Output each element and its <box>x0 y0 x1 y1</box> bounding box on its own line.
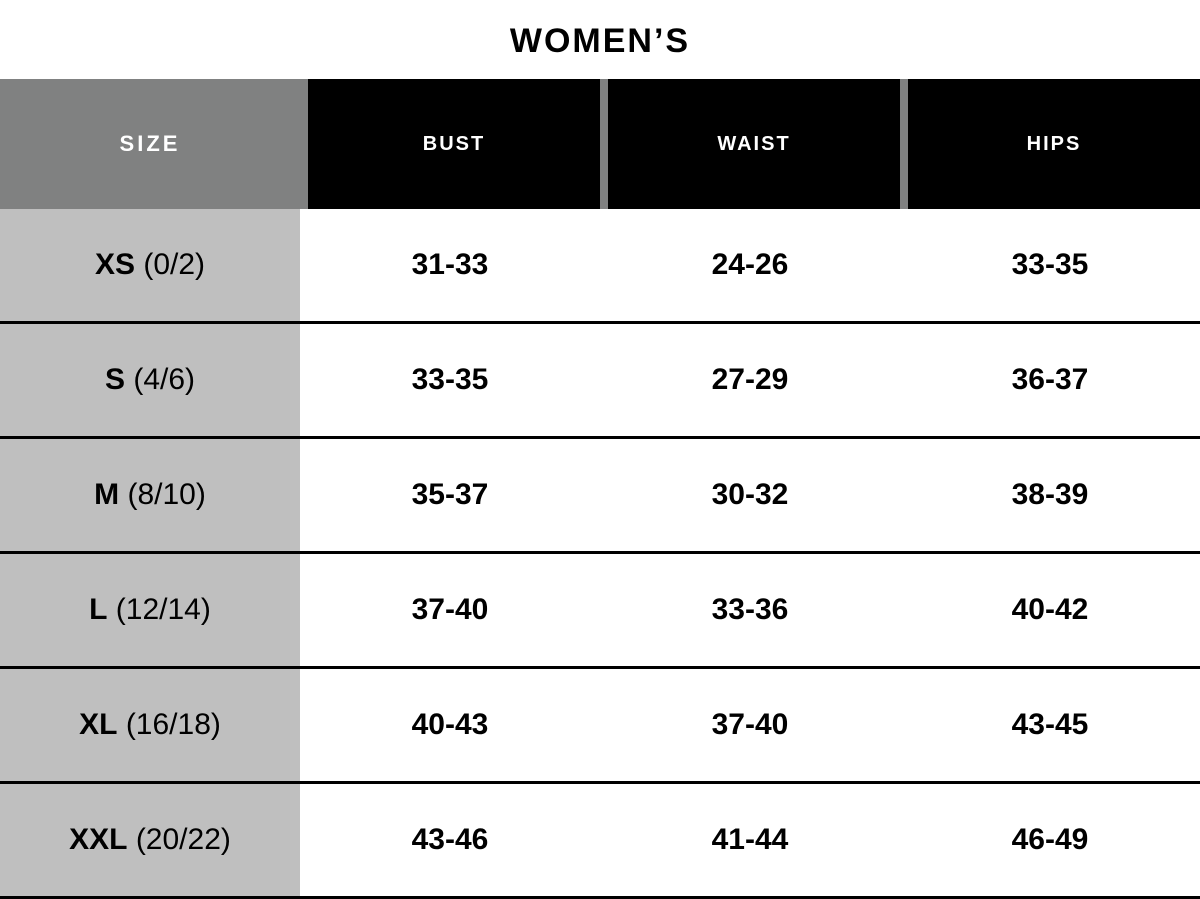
table-row: L (12/14) 37-40 33-36 40-42 <box>0 554 1200 669</box>
size-table: SIZE BUST WAIST HIPS XS (0/2) 31-33 24-2… <box>0 79 1200 899</box>
hips-cell: 36-37 <box>900 324 1200 439</box>
size-num: (4/6) <box>133 363 195 396</box>
chart-title: WOMEN’S <box>0 0 1200 79</box>
table-row: S (4/6) 33-35 27-29 36-37 <box>0 324 1200 439</box>
size-code: XL <box>79 708 117 741</box>
waist-cell: 41-44 <box>600 784 900 899</box>
size-code: S <box>105 363 125 396</box>
hips-cell: 40-42 <box>900 554 1200 669</box>
size-code: XS <box>95 248 135 281</box>
table-row: XS (0/2) 31-33 24-26 33-35 <box>0 209 1200 324</box>
hips-cell: 38-39 <box>900 439 1200 554</box>
waist-cell: 33-36 <box>600 554 900 669</box>
size-cell: S (4/6) <box>0 324 300 439</box>
col-header-size: SIZE <box>0 79 300 209</box>
size-num: (20/22) <box>136 823 231 856</box>
size-code: M <box>94 478 119 511</box>
size-num: (0/2) <box>143 248 205 281</box>
table-row: XL (16/18) 40-43 37-40 43-45 <box>0 669 1200 784</box>
waist-cell: 24-26 <box>600 209 900 324</box>
hips-cell: 43-45 <box>900 669 1200 784</box>
size-chart: WOMEN’S SIZE BUST WAIST HIPS XS (0/2) 31… <box>0 0 1200 868</box>
size-cell: M (8/10) <box>0 439 300 554</box>
size-num: (8/10) <box>127 478 205 511</box>
size-num: (16/18) <box>126 708 221 741</box>
bust-cell: 43-46 <box>300 784 600 899</box>
size-num: (12/14) <box>116 593 211 626</box>
bust-cell: 37-40 <box>300 554 600 669</box>
hips-cell: 33-35 <box>900 209 1200 324</box>
col-header-bust: BUST <box>300 79 600 209</box>
table-row: M (8/10) 35-37 30-32 38-39 <box>0 439 1200 554</box>
col-header-waist: WAIST <box>600 79 900 209</box>
size-cell: XXL (20/22) <box>0 784 300 899</box>
table-row: XXL (20/22) 43-46 41-44 46-49 <box>0 784 1200 899</box>
waist-cell: 27-29 <box>600 324 900 439</box>
size-code: XXL <box>69 823 127 856</box>
table-header-row: SIZE BUST WAIST HIPS <box>0 79 1200 209</box>
hips-cell: 46-49 <box>900 784 1200 899</box>
bust-cell: 33-35 <box>300 324 600 439</box>
bust-cell: 35-37 <box>300 439 600 554</box>
table-body: XS (0/2) 31-33 24-26 33-35 S (4/6) 33-35… <box>0 209 1200 899</box>
size-cell: XL (16/18) <box>0 669 300 784</box>
waist-cell: 37-40 <box>600 669 900 784</box>
bust-cell: 31-33 <box>300 209 600 324</box>
waist-cell: 30-32 <box>600 439 900 554</box>
size-code: L <box>89 593 107 626</box>
size-cell: L (12/14) <box>0 554 300 669</box>
bust-cell: 40-43 <box>300 669 600 784</box>
col-header-hips: HIPS <box>900 79 1200 209</box>
size-cell: XS (0/2) <box>0 209 300 324</box>
